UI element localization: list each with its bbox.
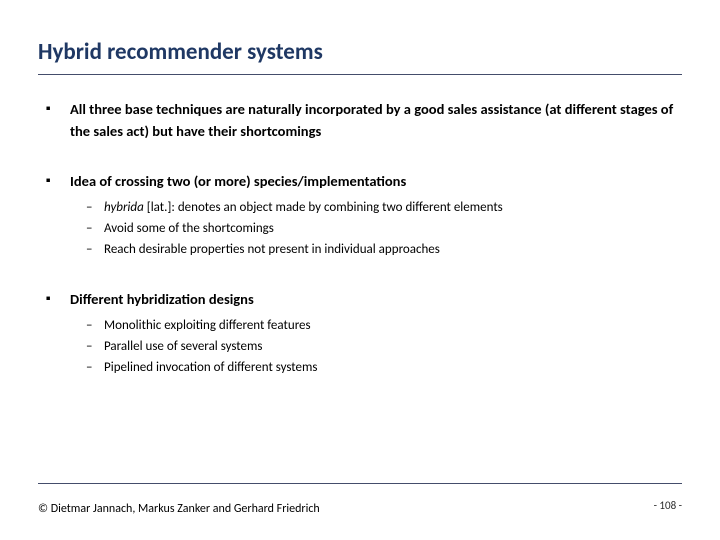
sub-text: Reach desirable properties not present i… bbox=[104, 242, 440, 257]
bullet-item: Idea of crossing two (or more) species/i… bbox=[46, 171, 682, 261]
sub-item: Monolithic exploiting different features bbox=[86, 316, 682, 337]
bullet-item: Different hybridization designs Monolith… bbox=[46, 289, 682, 379]
sub-text: Avoid some of the shortcomings bbox=[104, 221, 274, 236]
sub-item: Reach desirable properties not present i… bbox=[86, 240, 682, 261]
sub-item: Avoid some of the shortcomings bbox=[86, 219, 682, 240]
sub-text: [lat.]: denotes an object made by combin… bbox=[144, 200, 503, 215]
slide: Hybrid recommender systems All three bas… bbox=[0, 0, 720, 540]
bullet-text: Different hybridization designs bbox=[70, 290, 254, 308]
bullet-text: All three base techniques are naturally … bbox=[70, 100, 673, 140]
sub-text: Monolithic exploiting different features bbox=[104, 318, 311, 333]
footer-rule bbox=[38, 483, 682, 484]
page-number: - 108 - bbox=[654, 499, 682, 512]
slide-title: Hybrid recommender systems bbox=[38, 38, 682, 66]
sub-list: Monolithic exploiting different features… bbox=[70, 316, 682, 378]
copyright-text: © Dietmar Jannach, Markus Zanker and Ger… bbox=[38, 502, 320, 516]
bullet-list: All three base techniques are naturally … bbox=[38, 99, 682, 379]
sub-item: hybrida [lat.]: denotes an object made b… bbox=[86, 198, 682, 219]
bullet-text: Idea of crossing two (or more) species/i… bbox=[70, 172, 406, 190]
sub-item: Parallel use of several systems bbox=[86, 337, 682, 358]
sub-list: hybrida [lat.]: denotes an object made b… bbox=[70, 198, 682, 260]
sub-item: Pipelined invocation of different system… bbox=[86, 358, 682, 379]
bullet-item: All three base techniques are naturally … bbox=[46, 99, 682, 143]
sub-italic: hybrida bbox=[104, 200, 144, 215]
sub-text: Pipelined invocation of different system… bbox=[104, 360, 317, 375]
sub-text: Parallel use of several systems bbox=[104, 339, 262, 354]
title-rule bbox=[38, 74, 682, 75]
